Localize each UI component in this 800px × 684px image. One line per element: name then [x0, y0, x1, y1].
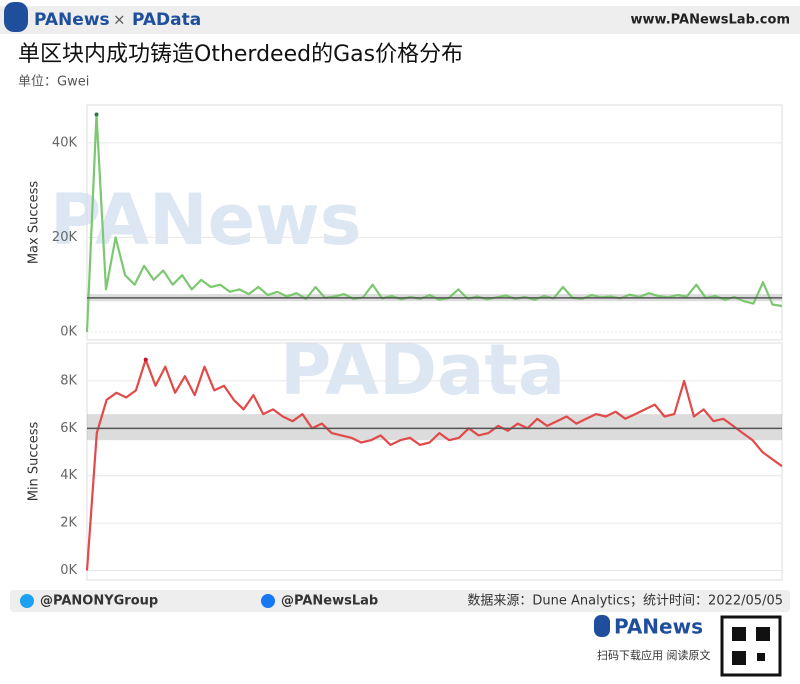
header-bar	[0, 6, 800, 34]
peak-point	[143, 357, 148, 362]
qr-block	[732, 651, 746, 665]
logo-icon	[4, 2, 28, 32]
twitter-handle: @PANONYGroup	[40, 594, 158, 609]
footer-bar	[10, 590, 790, 612]
facebook-handle: @PANewsLab	[281, 594, 378, 609]
footer-logo: PANews	[614, 615, 703, 639]
y-tick-label: 4K	[60, 468, 77, 483]
plot-frame	[86, 104, 783, 341]
plot-frame	[86, 342, 783, 581]
watermark: PANews	[50, 179, 361, 261]
y-axis-label: Max Success	[27, 181, 42, 265]
site-url: www.PANewsLab.com	[631, 13, 790, 28]
y-tick-label: 8K	[60, 373, 77, 388]
brand-right: PAData	[132, 10, 201, 30]
brand-left: PANews	[34, 10, 110, 30]
data-source: 数据来源：Dune Analytics；统计时间：2022/05/05	[467, 594, 783, 609]
y-tick-label: 0K	[60, 324, 77, 339]
twitter-icon	[20, 594, 34, 608]
y-tick-label: 6K	[60, 421, 77, 436]
y-tick-label: 40K	[52, 135, 78, 150]
y-tick-label: 2K	[60, 516, 77, 531]
data-line	[85, 358, 783, 571]
facebook-icon	[261, 594, 275, 608]
subtitle: 单位：Gwei	[18, 75, 89, 90]
logo-icon	[594, 615, 610, 637]
qr-block	[756, 627, 770, 641]
y-axis-label: Min Success	[27, 422, 42, 502]
y-tick-label: 0K	[60, 563, 77, 578]
qr-block	[732, 627, 746, 641]
chart-title: 单区块内成功铸造Otherdeed的Gas价格分布	[18, 42, 463, 67]
qr-block	[757, 653, 765, 661]
qr-code[interactable]	[720, 615, 782, 677]
peak-point	[94, 112, 99, 117]
y-tick-label: 20K	[52, 230, 78, 245]
brand-x: ×	[113, 11, 126, 29]
watermark: PAData	[280, 329, 565, 411]
cta: 扫码下载应用 阅读原文	[597, 648, 711, 662]
reference-band	[87, 414, 782, 441]
